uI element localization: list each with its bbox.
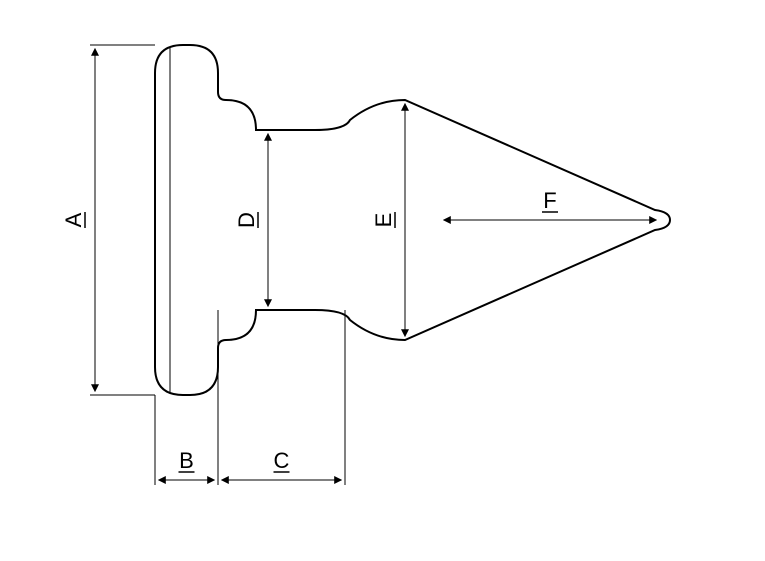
technical-drawing: A B C D E F — [0, 0, 765, 561]
dim-B-label: B — [179, 448, 194, 473]
part-outline-top — [155, 45, 670, 220]
dim-C-label: C — [274, 448, 290, 473]
dim-F-label: F — [543, 188, 556, 213]
dim-A-label: A — [61, 212, 86, 227]
dim-E-label: E — [371, 213, 396, 228]
dim-D-label: D — [234, 212, 259, 228]
part-outline-bottom — [155, 220, 670, 395]
